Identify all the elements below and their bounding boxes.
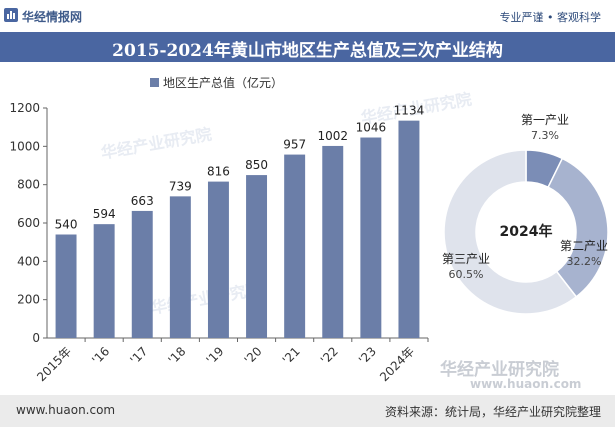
footer-bar <box>0 395 615 427</box>
slice-percent-label: 7.3% <box>531 129 559 142</box>
watermark: 华经产业研究院 <box>440 360 559 380</box>
slice-name-label: 第三产业 <box>442 252 490 266</box>
bar <box>322 145 344 338</box>
bar <box>169 196 191 338</box>
donut-center-label: 2024年 <box>500 223 553 240</box>
footer-source: 资料来源：统计局，华经产业研究院整理 <box>384 405 601 419</box>
bar <box>284 154 306 338</box>
bar <box>131 210 153 338</box>
brand-logo-icon <box>4 8 18 22</box>
legend: 地区生产总值（亿元） <box>150 74 283 91</box>
watermark: www.huaon.com <box>470 377 582 391</box>
y-tick-label: 400 <box>17 254 40 268</box>
y-tick-label: 200 <box>17 293 40 307</box>
bar-value-label: 663 <box>131 194 154 208</box>
y-tick-label: 800 <box>17 178 40 192</box>
y-tick-label: 1000 <box>9 139 40 153</box>
bar-value-label: 850 <box>245 158 268 172</box>
bar-value-label: 1046 <box>356 121 387 135</box>
legend-label: 地区生产总值（亿元） <box>163 76 284 90</box>
bar <box>207 181 229 338</box>
bar-value-label: 1134 <box>394 104 425 118</box>
brand-name: 华经情报网 <box>22 10 83 24</box>
bar-value-label: 1002 <box>317 129 348 143</box>
tagline: 专业严谨 • 客观科学 <box>499 11 601 24</box>
title-bar <box>0 32 615 62</box>
y-tick-label: 1200 <box>9 101 40 115</box>
bar-value-label: 540 <box>55 218 78 232</box>
bar-value-label: 594 <box>93 207 116 221</box>
bar <box>93 224 115 338</box>
top-bar: 华经情报网 专业严谨 • 客观科学 <box>0 0 615 32</box>
bar-value-label: 957 <box>283 138 306 152</box>
footer-url: www.huaon.com <box>16 403 116 417</box>
bar <box>55 234 77 338</box>
bar-value-label: 739 <box>169 179 192 193</box>
donut-chart: 2024年 第一产业 7.3% 第二产业 32.2% 第三产业 60.5% <box>442 113 609 315</box>
bar <box>360 137 382 338</box>
legend-swatch <box>150 78 159 87</box>
y-tick-label: 600 <box>17 216 40 230</box>
bar-value-label: 816 <box>207 165 230 179</box>
y-tick-label: 0 <box>32 331 40 345</box>
slice-percent-label: 60.5% <box>449 268 484 281</box>
bar <box>246 175 268 338</box>
slice-name-label: 第二产业 <box>560 239 608 253</box>
slice-percent-label: 32.2% <box>567 255 602 268</box>
chart-title: 2015-2024年黄山市地区生产总值及三次产业结构 <box>112 41 503 61</box>
slice-name-label: 第一产业 <box>521 113 569 127</box>
donut-slice <box>443 149 578 315</box>
bar <box>398 120 420 339</box>
bar-chart: 0200400600800100012005402015年594'16663'1… <box>9 101 429 384</box>
